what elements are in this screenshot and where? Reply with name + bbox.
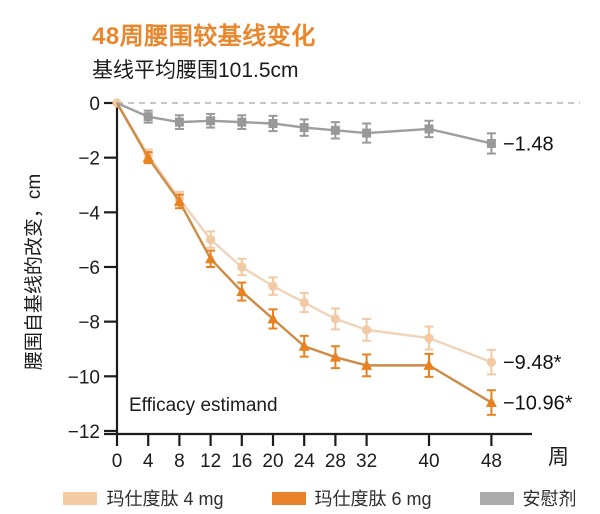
legend-item-6mg: 玛仕度肽 6 mg [271, 485, 432, 511]
data-point [237, 262, 247, 272]
data-point [236, 285, 248, 297]
data-point [330, 125, 340, 135]
series-end-label: −10.96* [503, 393, 573, 415]
data-point [267, 312, 279, 324]
data-point [485, 396, 497, 408]
data-point [486, 138, 496, 148]
x-tick-label: 8 [174, 451, 185, 472]
data-point [142, 151, 154, 163]
x-tick-label: 4 [143, 451, 154, 472]
x-tick-label: 20 [262, 451, 283, 472]
x-tick-label: 16 [231, 451, 252, 472]
data-point [329, 351, 341, 362]
data-point [362, 128, 372, 138]
data-point [206, 235, 216, 245]
data-point [361, 359, 373, 370]
data-point [237, 117, 247, 127]
y-tick-label: −8 [78, 313, 100, 334]
data-point [174, 117, 184, 127]
y-tick-label: 0 [89, 94, 100, 115]
legend-label-4mg: 玛仕度肽 4 mg [106, 489, 224, 509]
data-point [299, 297, 309, 308]
legend-label-6mg: 玛仕度肽 6 mg [314, 489, 432, 509]
series-end-label: −1.48 [503, 133, 554, 155]
data-point [143, 112, 153, 122]
x-axis-unit-label: 周 [548, 446, 569, 469]
y-tick-label: −4 [78, 203, 100, 224]
x-tick-label: 40 [418, 451, 439, 472]
page-title: 48周腰围较基线变化 [92, 23, 316, 50]
data-point [486, 357, 496, 367]
data-point [424, 124, 434, 134]
series-line-0 [115, 102, 492, 364]
legend-swatch-6mg-icon [271, 491, 306, 505]
chart-subtitle: 基线平均腰围101.5cm [92, 59, 299, 82]
data-point [205, 252, 217, 264]
y-tick-label: −2 [78, 149, 100, 170]
efficacy-estimand-note: Efficacy estimand [129, 395, 278, 416]
x-tick-label: 48 [481, 451, 502, 472]
legend: 玛仕度肽 4 mg 玛仕度肽 6 mg 安慰剂 [0, 485, 600, 511]
data-point [362, 325, 372, 335]
y-tick-label: −10 [68, 367, 100, 388]
y-tick-label: −6 [78, 258, 100, 279]
data-point [424, 333, 434, 343]
legend-item-placebo: 安慰剂 [479, 485, 577, 511]
data-point [299, 123, 309, 133]
legend-swatch-placebo-icon [479, 491, 514, 505]
data-point [423, 359, 435, 370]
series-end-label: −9.48* [503, 352, 562, 374]
x-tick-label: 32 [356, 451, 377, 472]
data-point [268, 118, 278, 128]
data-point [173, 195, 185, 206]
y-tick-label: −12 [68, 422, 100, 443]
data-point [298, 340, 310, 351]
data-point [268, 281, 278, 291]
x-tick-label: 12 [200, 451, 221, 472]
x-tick-label: 28 [325, 451, 346, 472]
legend-swatch-4mg-icon [63, 491, 98, 505]
data-point [206, 116, 216, 126]
x-tick-label: 24 [294, 451, 316, 472]
legend-label-placebo: 安慰剂 [522, 489, 577, 509]
legend-item-4mg: 玛仕度肽 4 mg [63, 485, 224, 511]
data-point [330, 314, 340, 324]
x-tick-label: 0 [112, 451, 123, 472]
